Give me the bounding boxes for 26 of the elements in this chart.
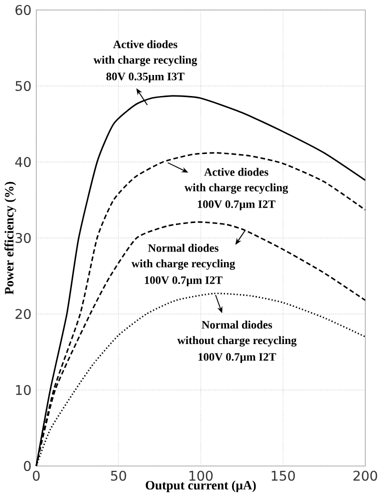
annotation: 80V 0.35µm I3T xyxy=(106,72,184,83)
annotation: with charge recycling xyxy=(93,56,197,66)
y-axis-title: Power efficiency (%) xyxy=(4,182,16,294)
x-axis-title: Output current (µA) xyxy=(146,480,256,492)
y-tick-label: 50 xyxy=(15,80,30,92)
annotation: Normal diodes xyxy=(148,244,218,252)
x-tick-label: 150 xyxy=(272,470,295,481)
y-tick-label: 30 xyxy=(15,232,30,244)
annotation: Active diodes xyxy=(204,168,268,176)
annotation: without charge recycling xyxy=(177,336,296,347)
annotation: 100V 0.7µm I2T xyxy=(144,276,222,286)
annotation: with charge recycling xyxy=(131,259,235,270)
y-tick-label: 20 xyxy=(15,308,30,320)
y-tick-label: 10 xyxy=(16,384,30,396)
annotation: Normal diodes xyxy=(202,320,272,329)
annotation: with charge recycling xyxy=(184,183,288,194)
x-tick-label: 0 xyxy=(32,470,40,481)
annotation: Active diodes xyxy=(112,40,178,48)
y-tick-label: 0 xyxy=(24,460,30,472)
x-tick-label: 50 xyxy=(110,470,126,481)
y-tick-label: 40 xyxy=(15,156,30,168)
x-tick-label: 200 xyxy=(353,470,377,481)
y-tick-label: 60 xyxy=(15,4,30,16)
annotation: 100V 0.7µm I2T xyxy=(198,353,276,364)
annotation: 100V 0.7µm I2T xyxy=(198,200,276,210)
x-tick-label: 100 xyxy=(189,470,212,481)
